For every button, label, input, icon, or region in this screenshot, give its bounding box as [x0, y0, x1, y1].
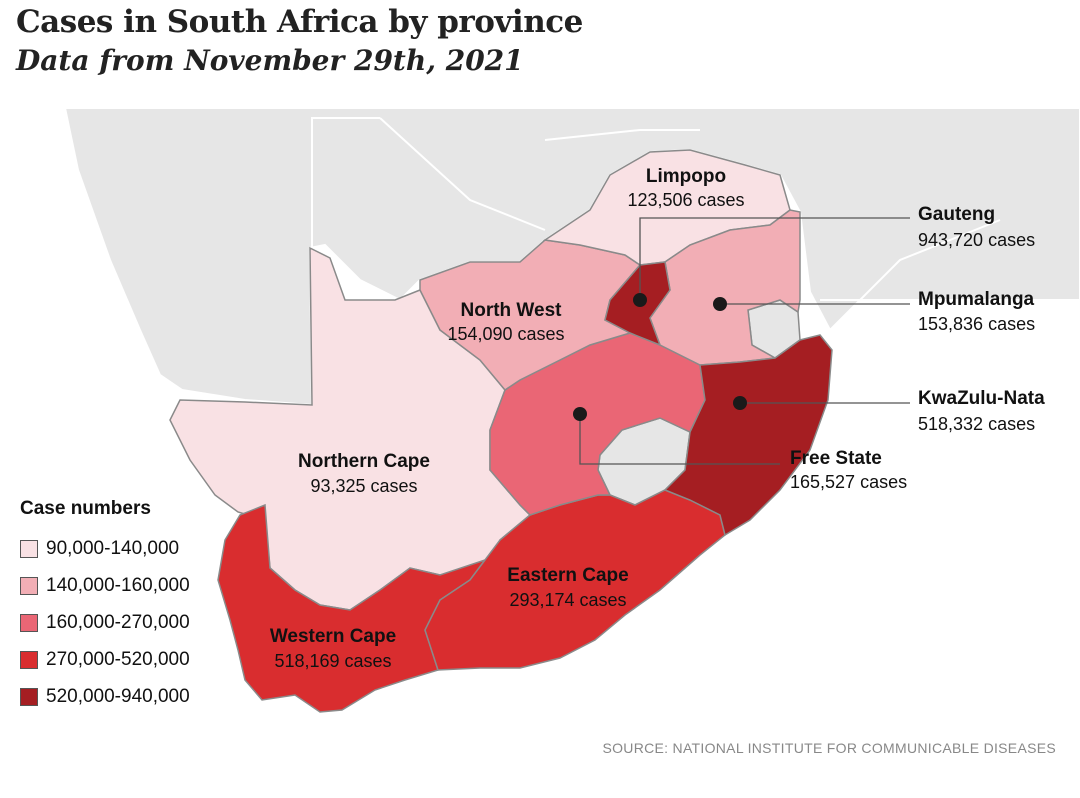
label-northern-cape-cases: 93,325 cases: [310, 476, 417, 496]
legend-swatch: [20, 687, 38, 706]
legend-swatch: [20, 650, 38, 669]
legend-label: 160,000-270,000: [46, 611, 190, 633]
legend-swatch: [20, 613, 38, 632]
label-free-state-cases: 165,527 cases: [790, 472, 907, 492]
source-note: SOURCE: NATIONAL INSTITUTE FOR COMMUNICA…: [602, 740, 1056, 756]
legend-item: 160,000-270,000: [20, 604, 190, 641]
label-kwazulu-natal-name: KwaZulu-Nata: [918, 388, 1045, 409]
legend-label: 140,000-160,000: [46, 574, 190, 596]
provinces: [169, 149, 833, 713]
border-line-zimbabwe: [544, 129, 700, 141]
label-western-cape-name: Western Cape: [270, 626, 396, 647]
legend-item: 90,000-140,000: [20, 530, 190, 567]
leader-line-free-state: [579, 414, 780, 465]
legend-item: 520,000-940,000: [20, 678, 190, 715]
label-kwazulu-natal-cases: 518,332 cases: [918, 414, 1035, 434]
legend-label: 270,000-520,000: [46, 648, 190, 670]
legend-item: 140,000-160,000: [20, 567, 190, 604]
legend-swatch: [20, 576, 38, 595]
label-mpumalanga-name: Mpumalanga: [918, 289, 1035, 310]
province-eastern-cape[interactable]: [424, 489, 726, 671]
label-limpopo-name: Limpopo: [646, 166, 726, 187]
legend: Case numbers 90,000-140,000 140,000-160,…: [20, 498, 190, 715]
border-line-namibia: [311, 117, 380, 250]
label-eastern-cape-name: Eastern Cape: [507, 565, 628, 586]
province-labels: Limpopo 123,506 cases North West 154,090…: [270, 166, 1045, 671]
legend-label: 90,000-140,000: [46, 537, 180, 559]
label-gauteng-cases: 943,720 cases: [918, 230, 1035, 250]
marker-free-state[interactable]: [573, 407, 587, 421]
leader-line-gauteng: [639, 217, 910, 300]
border-line-mozambique: [820, 219, 1001, 301]
province-western-cape[interactable]: [217, 503, 488, 713]
label-gauteng-name: Gauteng: [918, 204, 995, 225]
legend-title: Case numbers: [20, 498, 151, 519]
map-subtitle: Data from November 29th, 2021: [16, 44, 524, 77]
marker-gauteng[interactable]: [633, 293, 647, 307]
marker-mpumalanga[interactable]: [713, 297, 727, 311]
label-free-state-name: Free State: [790, 448, 882, 469]
label-western-cape-cases: 518,169 cases: [274, 651, 391, 671]
marker-kwazulu-natal[interactable]: [733, 396, 747, 410]
label-northern-cape-name: Northern Cape: [298, 451, 430, 472]
map-title: Cases in South Africa by province: [16, 4, 583, 40]
label-mpumalanga-cases: 153,836 cases: [918, 314, 1035, 334]
leader-lines: [579, 217, 910, 465]
border-line-botswana: [379, 117, 546, 231]
label-eastern-cape-cases: 293,174 cases: [509, 590, 626, 610]
legend-swatch: [20, 539, 38, 558]
legend-item: 270,000-520,000: [20, 641, 190, 678]
label-limpopo-cases: 123,506 cases: [627, 190, 744, 210]
label-north-west-name: North West: [461, 300, 563, 321]
legend-label: 520,000-940,000: [46, 685, 190, 707]
label-north-west-cases: 154,090 cases: [447, 324, 564, 344]
markers: [573, 293, 747, 421]
